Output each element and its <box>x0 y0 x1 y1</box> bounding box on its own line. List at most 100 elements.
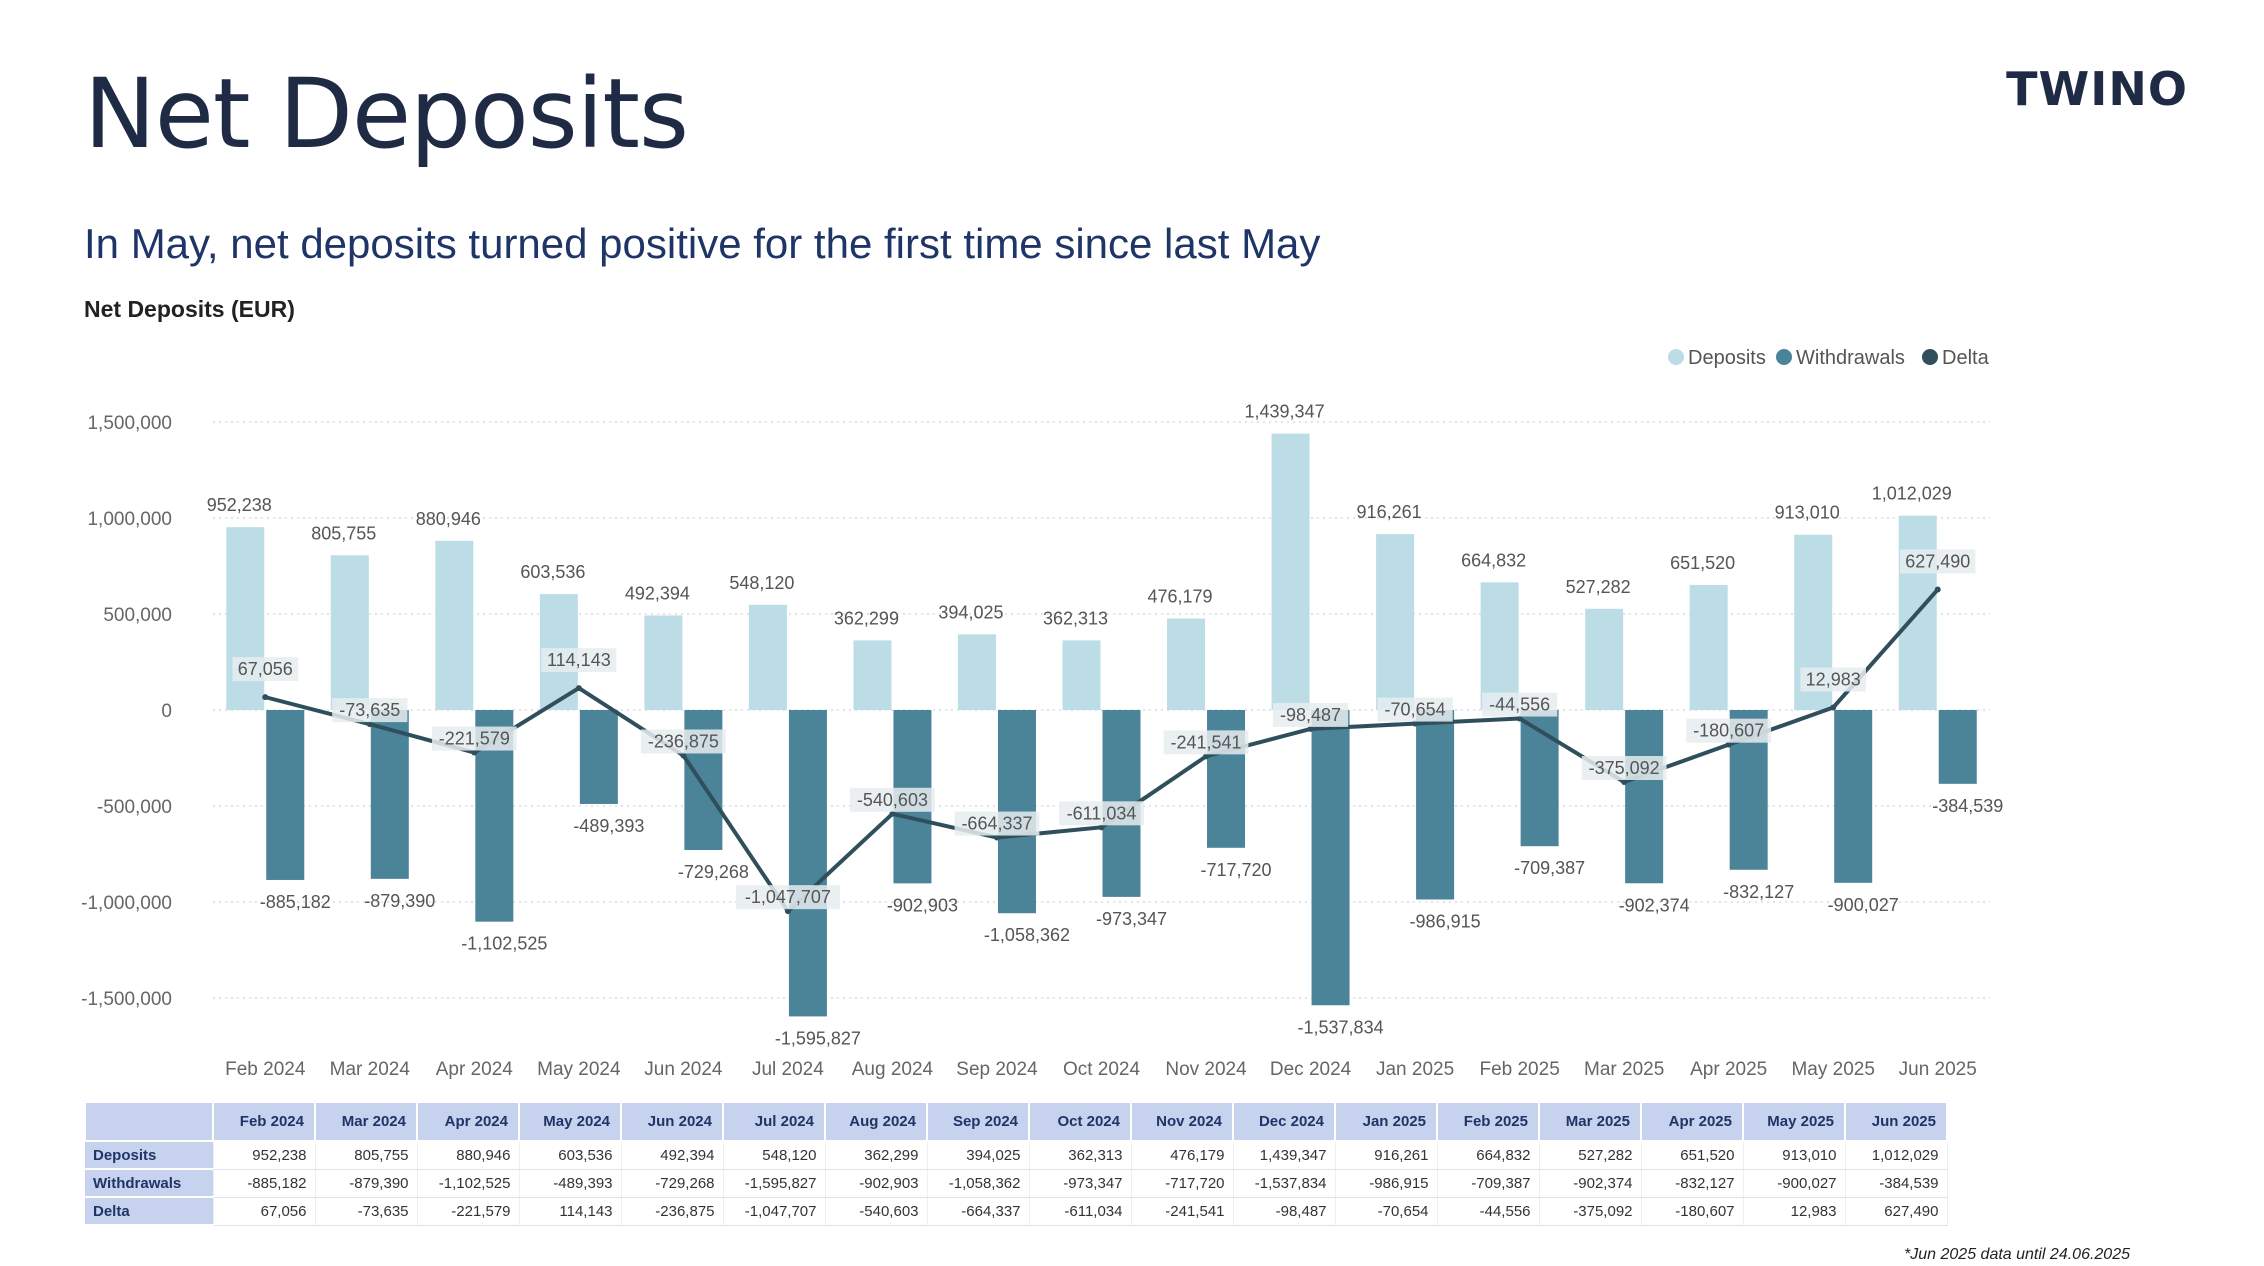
withdrawal-data-label: -1,537,834 <box>1298 1017 1384 1037</box>
x-tick-label: Apr 2025 <box>1690 1059 1767 1080</box>
x-axis-ticks: Feb 2024 Mar 2024 Apr 2024 May 2024 Jun 2024… <box>225 1059 1977 1080</box>
x-tick-label: Feb 2025 <box>1479 1059 1559 1080</box>
deposit-bar <box>1585 608 1624 710</box>
table-cell: -902,374 <box>1539 1169 1642 1198</box>
table-column-header: Jun 2025 <box>1844 1101 1948 1142</box>
withdrawal-bar <box>788 710 827 1017</box>
y-tick-label: -1,500,000 <box>81 989 172 1010</box>
delta-point <box>680 752 687 759</box>
withdrawal-data-label: -879,390 <box>364 891 435 911</box>
table-column-header: Feb 2024 <box>212 1101 316 1142</box>
deposit-bar <box>1480 582 1519 710</box>
legend-deposits-label: Deposits <box>1688 347 1766 369</box>
table-row-header: Withdrawals <box>85 1169 214 1198</box>
table-cell: -180,607 <box>1641 1197 1744 1226</box>
delta-point <box>784 908 791 915</box>
table-cell: -986,915 <box>1335 1169 1438 1198</box>
x-tick-label: May 2024 <box>537 1059 621 1080</box>
table-cell: 362,313 <box>1029 1141 1132 1170</box>
delta-point <box>993 834 1000 841</box>
delta-label-bg <box>1059 801 1144 826</box>
delta-label-bg <box>850 787 935 812</box>
table-column-header: Apr 2024 <box>416 1101 520 1142</box>
table-cell: 627,490 <box>1845 1197 1948 1226</box>
withdrawal-bar <box>370 710 409 879</box>
x-tick-label: Apr 2024 <box>436 1059 514 1080</box>
table-cell: 492,394 <box>621 1141 724 1170</box>
table-cell: 394,025 <box>927 1141 1030 1170</box>
deposit-data-label: 880,946 <box>416 509 481 529</box>
table-corner-cell <box>84 1101 214 1142</box>
chart-title: Net Deposits (EUR) <box>84 296 295 322</box>
x-tick-label: Oct 2024 <box>1063 1059 1141 1080</box>
withdrawal-data-label: -717,720 <box>1200 860 1271 880</box>
y-tick-label: 500,000 <box>103 605 172 626</box>
deposit-data-label: 651,520 <box>1670 553 1735 573</box>
legend-withdrawals-label: Withdrawals <box>1796 347 1905 369</box>
deposit-bar <box>748 604 787 710</box>
delta-label-bg <box>640 729 726 754</box>
table-cell: 527,282 <box>1539 1141 1642 1170</box>
delta-data-label: -540,603 <box>857 790 928 810</box>
table-column-header: May 2024 <box>518 1101 622 1142</box>
table-cell: -900,027 <box>1743 1169 1846 1198</box>
deposit-bar <box>435 540 474 710</box>
table-cell: 913,010 <box>1743 1141 1846 1170</box>
delta-point <box>1307 725 1314 732</box>
table-cell: -879,390 <box>315 1169 418 1198</box>
bars <box>226 433 1977 1017</box>
table-row: Withdrawals -885,182 -879,390 -1,102,525 -48… <box>85 1169 1948 1198</box>
table-cell: -1,047,707 <box>723 1197 826 1226</box>
withdrawal-data-label: -902,374 <box>1619 895 1690 915</box>
deposit-bar <box>1689 584 1728 710</box>
table-row: Delta 67,056 -73,635 -221,579 114,143 -236,87… <box>85 1197 1948 1226</box>
table-cell: -221,579 <box>417 1197 520 1226</box>
deposit-data-label: 664,832 <box>1461 550 1526 570</box>
delta-data-label: -73,635 <box>339 700 400 720</box>
withdrawal-bar <box>1416 710 1455 900</box>
deposit-data-label: 913,010 <box>1775 503 1840 523</box>
table-column-header: Oct 2024 <box>1028 1101 1132 1142</box>
delta-label-bg <box>1800 667 1867 692</box>
withdrawal-data-label: -384,539 <box>1932 796 2003 816</box>
footnote: *Jun 2025 data until 24.06.2025 <box>1904 1246 2130 1263</box>
table-cell: -973,347 <box>1029 1169 1132 1198</box>
delta-point <box>1830 704 1837 711</box>
table-cell: -1,595,827 <box>723 1169 826 1198</box>
table-cell: -611,034 <box>1029 1197 1132 1226</box>
delta-label-bg <box>1900 549 1976 574</box>
delta-data-label: 627,490 <box>1905 552 1970 572</box>
net-deposits-chart: 1,500,000 1,000,000 500,000 0 -500,000 -1,000… <box>81 347 2003 1080</box>
table-cell: -832,127 <box>1641 1169 1744 1198</box>
table-cell: -241,541 <box>1131 1197 1234 1226</box>
withdrawal-data-label: -973,347 <box>1096 909 1167 929</box>
withdrawal-data-label: -709,387 <box>1514 858 1585 878</box>
x-tick-label: Jul 2024 <box>752 1059 824 1080</box>
delta-data-label: -1,047,707 <box>745 887 831 907</box>
y-tick-label: -500,000 <box>97 797 172 818</box>
x-tick-label: Jan 2025 <box>1376 1059 1454 1080</box>
x-tick-label: May 2025 <box>1791 1059 1874 1080</box>
x-tick-label: Sep 2024 <box>956 1059 1038 1080</box>
table-column-header: Dec 2024 <box>1232 1101 1336 1142</box>
legend-delta-swatch <box>1922 349 1938 365</box>
table-cell: 476,179 <box>1131 1141 1234 1170</box>
table-cell: 12,983 <box>1743 1197 1846 1226</box>
table-cell: 651,520 <box>1641 1141 1744 1170</box>
delta-label-bg <box>1272 702 1349 727</box>
table-cell: 952,238 <box>213 1141 316 1170</box>
legend-deposits-swatch <box>1668 349 1684 365</box>
table-cell: -73,635 <box>315 1197 418 1226</box>
delta-data-label: -241,541 <box>1170 732 1241 752</box>
x-tick-label: Nov 2024 <box>1165 1059 1247 1080</box>
table-column-header: Sep 2024 <box>926 1101 1030 1142</box>
withdrawal-data-label: -729,268 <box>678 862 749 882</box>
deposit-bar <box>644 615 683 710</box>
table-cell: -902,903 <box>825 1169 928 1198</box>
table-cell: 67,056 <box>213 1197 316 1226</box>
withdrawal-bar <box>1938 710 1977 784</box>
table-body: Deposits 952,238 805,755 880,946 603,536 492,… <box>85 1141 1948 1226</box>
withdrawal-data-label: -1,102,525 <box>461 934 547 954</box>
page-subtitle: In May, net deposits turned positive for… <box>84 220 1321 267</box>
table-cell: 603,536 <box>519 1141 622 1170</box>
